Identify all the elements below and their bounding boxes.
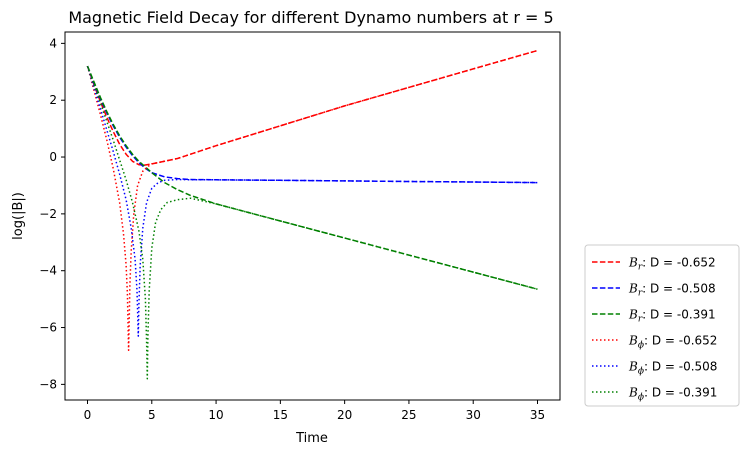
x-tick-label: 25	[401, 408, 416, 422]
y-tick-label: −2	[39, 207, 57, 221]
legend-label: Bϕ: D = -0.391	[628, 386, 717, 403]
legend-box	[584, 244, 740, 407]
x-axis-label: Time	[295, 431, 328, 446]
x-tick-label: 10	[208, 408, 223, 422]
y-tick-label: 0	[49, 150, 57, 164]
y-axis-label: log(|B|)	[11, 192, 26, 240]
y-tick-label: −4	[39, 264, 57, 278]
plot-area	[65, 32, 560, 400]
series-line-br-0	[86, 49, 538, 166]
series-layer	[86, 49, 538, 380]
series-line-bphi-4	[86, 65, 538, 337]
x-tick-label: 15	[273, 408, 288, 422]
legend-label: Bϕ: D = -0.652	[628, 334, 717, 351]
legend-label: Br: D = -0.652	[628, 256, 716, 273]
legend-label: Bϕ: D = -0.508	[628, 360, 717, 377]
y-tick-label: −6	[39, 321, 57, 335]
y-tick-label: 2	[49, 93, 57, 107]
x-axis: 0 5 10 15 20 25 30 35	[84, 400, 545, 422]
y-tick-label: 4	[49, 36, 57, 50]
chart-title: Magnetic Field Decay for different Dynam…	[68, 8, 553, 27]
legend-label: Br: D = -0.508	[628, 282, 716, 299]
series-line-bphi-5	[86, 65, 538, 380]
x-tick-label: 0	[84, 408, 92, 422]
y-tick-label: −8	[39, 377, 57, 391]
x-tick-label: 5	[148, 408, 156, 422]
legend-label: Br: D = -0.391	[628, 308, 716, 325]
y-axis: −8 −6 −4 −2 0 2 4	[39, 36, 65, 391]
x-tick-label: 20	[337, 408, 352, 422]
x-tick-label: 35	[530, 408, 545, 422]
x-tick-label: 30	[466, 408, 481, 422]
plot-frame	[64, 31, 561, 401]
legend: Br: D = -0.652 Br: D = -0.508 Br: D = -0.3…	[584, 244, 740, 407]
